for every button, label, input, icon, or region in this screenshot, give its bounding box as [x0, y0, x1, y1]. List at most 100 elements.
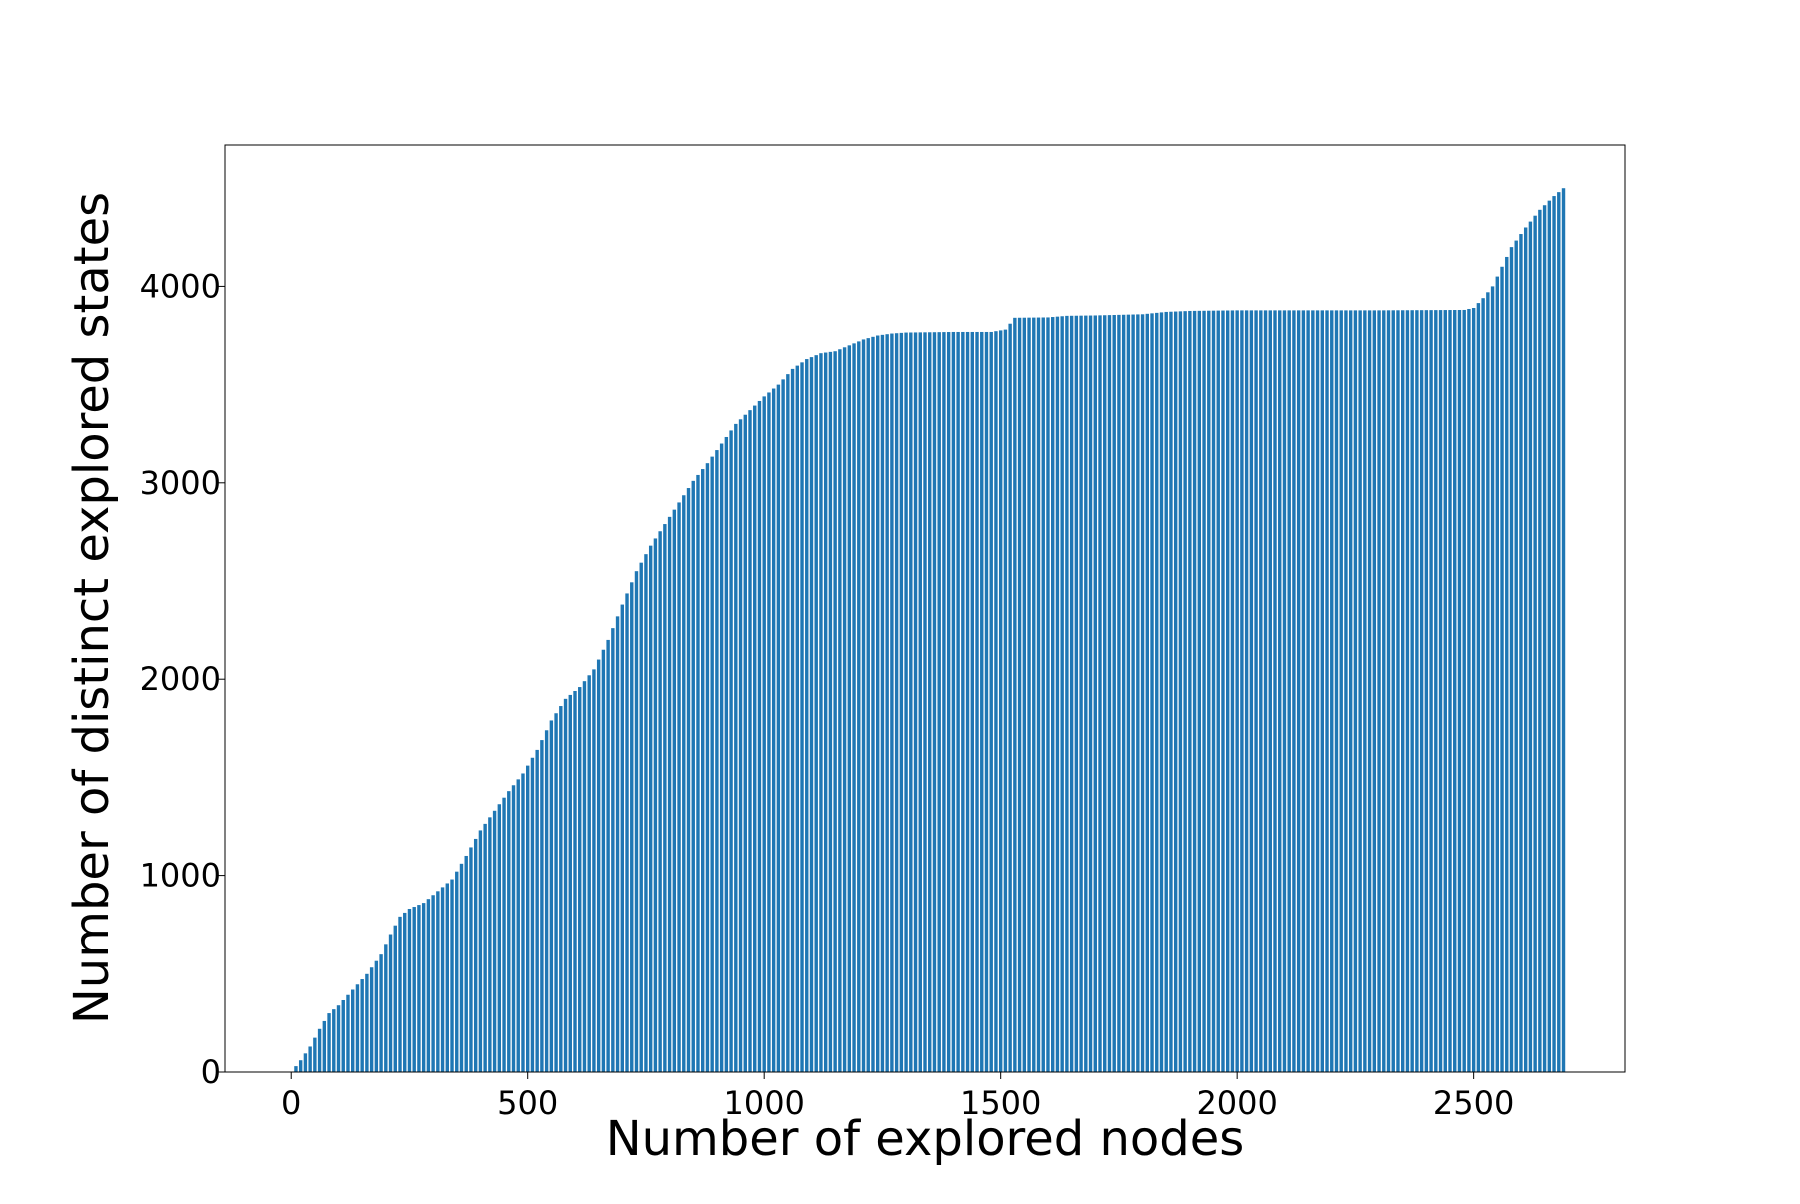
- x-axis-label: Number of explored nodes: [606, 1111, 1245, 1167]
- bar: [1287, 310, 1291, 1072]
- bar: [1443, 310, 1447, 1072]
- bar: [445, 883, 449, 1072]
- bar: [724, 436, 729, 1073]
- y-tick-label: 4000: [140, 267, 221, 305]
- bar: [1334, 310, 1339, 1072]
- bar: [1448, 310, 1452, 1072]
- bar: [1301, 310, 1306, 1072]
- bar: [1249, 310, 1254, 1072]
- bar: [582, 681, 587, 1072]
- bar: [374, 960, 379, 1072]
- bar: [1462, 309, 1466, 1073]
- x-tick-label: 0: [281, 1084, 301, 1122]
- bars-layer: [294, 188, 1566, 1073]
- bar: [1150, 313, 1154, 1073]
- bar: [516, 779, 520, 1072]
- bar: [554, 713, 558, 1072]
- bar: [521, 773, 525, 1072]
- bar: [351, 989, 355, 1072]
- x-tick-label: 2000: [1196, 1084, 1277, 1122]
- bar: [1306, 310, 1310, 1072]
- x-tick-label: 500: [497, 1084, 558, 1122]
- bar: [544, 730, 549, 1072]
- x-tick-label: 2500: [1433, 1084, 1514, 1122]
- bar: [407, 908, 412, 1072]
- bar: [1230, 310, 1235, 1072]
- bar: [1254, 310, 1258, 1072]
- bar: [1197, 310, 1202, 1073]
- bar: [762, 396, 766, 1072]
- bar: [918, 332, 922, 1072]
- bar: [360, 979, 364, 1072]
- bar: [800, 362, 804, 1073]
- bar: [1523, 227, 1528, 1073]
- bar: [1207, 310, 1211, 1073]
- bar: [819, 353, 823, 1072]
- bar: [1296, 310, 1301, 1072]
- bar: [876, 335, 880, 1072]
- bar: [412, 907, 416, 1072]
- bar: [743, 414, 747, 1073]
- bar: [549, 720, 554, 1072]
- bar: [332, 1009, 336, 1072]
- bar: [980, 331, 984, 1073]
- bar: [795, 365, 799, 1072]
- y-tick-label: 1000: [140, 857, 221, 895]
- bar: [1547, 200, 1552, 1072]
- bar: [734, 423, 738, 1072]
- bar: [1032, 317, 1036, 1072]
- bar: [1344, 310, 1348, 1072]
- x-tick-label: 1500: [960, 1084, 1041, 1122]
- y-axis-label: Number of distinct explored states: [64, 192, 120, 1024]
- bar: [1263, 310, 1268, 1072]
- bar: [928, 332, 932, 1072]
- bar: [1415, 310, 1419, 1072]
- bar: [1453, 310, 1457, 1072]
- bar: [1155, 312, 1159, 1072]
- bar: [1169, 311, 1173, 1072]
- bar: [1382, 310, 1386, 1073]
- bar: [1079, 315, 1083, 1072]
- bar: [421, 903, 426, 1072]
- bar: [1467, 308, 1471, 1072]
- bar: [738, 419, 743, 1072]
- bar: [890, 333, 894, 1072]
- bar: [1542, 205, 1547, 1073]
- bar: [379, 954, 383, 1072]
- bar: [1131, 314, 1135, 1072]
- bar: [1036, 317, 1041, 1072]
- bar: [705, 463, 710, 1072]
- bar: [526, 765, 530, 1072]
- bar: [1126, 314, 1131, 1072]
- bar: [1410, 310, 1414, 1073]
- y-axis-ticks: 0 1000 2000 3000 4000: [140, 267, 225, 1091]
- bar: [729, 430, 733, 1072]
- bar: [563, 698, 568, 1072]
- bar: [365, 973, 369, 1072]
- bar: [294, 1066, 298, 1072]
- bar: [1027, 317, 1031, 1072]
- bar: [492, 810, 497, 1072]
- bar: [956, 331, 960, 1073]
- bar: [511, 785, 516, 1072]
- bar: [965, 331, 970, 1073]
- bar: [691, 480, 695, 1073]
- bar: [630, 582, 634, 1072]
- bar: [1112, 315, 1116, 1072]
- bar: [308, 1046, 312, 1072]
- bar: [814, 355, 818, 1072]
- bar: [1240, 310, 1244, 1072]
- bar: [535, 749, 539, 1072]
- bar: [899, 332, 904, 1072]
- bar: [436, 891, 440, 1072]
- bar: [440, 887, 445, 1072]
- bar: [417, 905, 421, 1072]
- bar: [701, 469, 705, 1072]
- bar: [1192, 310, 1197, 1072]
- bar: [994, 331, 998, 1072]
- bar: [1278, 310, 1282, 1072]
- bar: [568, 694, 572, 1072]
- bar: [497, 804, 502, 1072]
- bar: [998, 330, 1003, 1072]
